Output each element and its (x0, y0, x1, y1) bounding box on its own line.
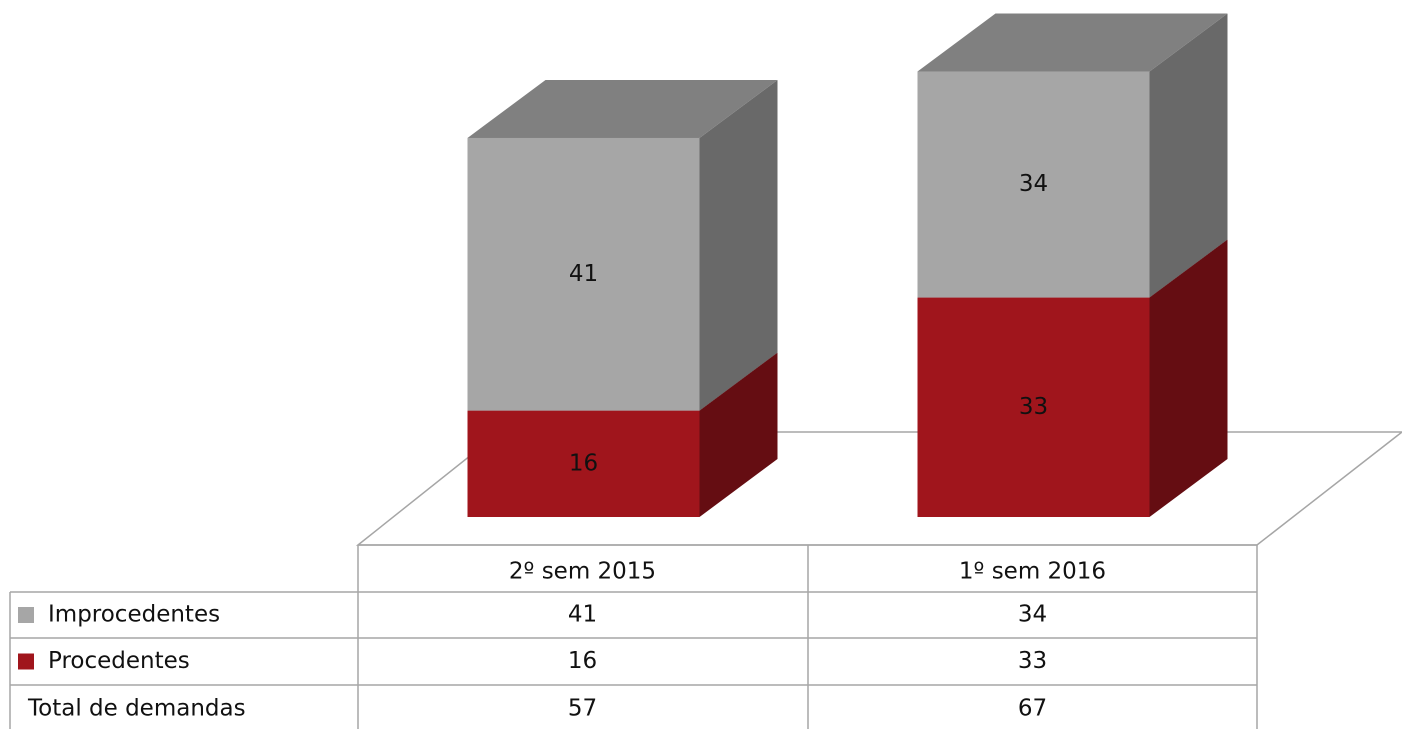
data-label: 34 (1019, 171, 1048, 197)
table-value: 16 (568, 648, 597, 674)
data-label: 33 (1019, 394, 1048, 420)
column-header: 2º sem 2015 (509, 559, 656, 585)
bars: 16 41 33 34 (467, 13, 1228, 518)
bar-top (917, 13, 1228, 72)
table-value: 33 (1018, 648, 1047, 674)
data-label: 41 (569, 261, 598, 287)
table-value: 41 (568, 602, 597, 628)
legend-label: Improcedentes (48, 602, 220, 628)
legend-label: Procedentes (48, 648, 190, 674)
bar-side (1149, 239, 1228, 518)
bar (917, 297, 1150, 517)
data-label: 16 (569, 450, 598, 476)
bar (467, 410, 700, 517)
bar-side (1149, 13, 1228, 298)
total-value: 67 (1018, 696, 1047, 722)
table-value: 34 (1018, 602, 1047, 628)
bar-top (467, 79, 778, 138)
column-header: 1º sem 2016 (959, 559, 1106, 585)
bar (917, 71, 1150, 298)
bar-side (699, 352, 778, 517)
legend-swatch (18, 607, 34, 623)
bar (467, 137, 700, 411)
legend-swatch (18, 653, 34, 670)
total-value: 57 (568, 696, 597, 722)
total-label: Total de demandas (27, 696, 246, 722)
data-table: 2º sem 2015 1º sem 2016 Improcedentes 41 34 P… (9, 544, 1258, 729)
bar-side (699, 79, 778, 411)
